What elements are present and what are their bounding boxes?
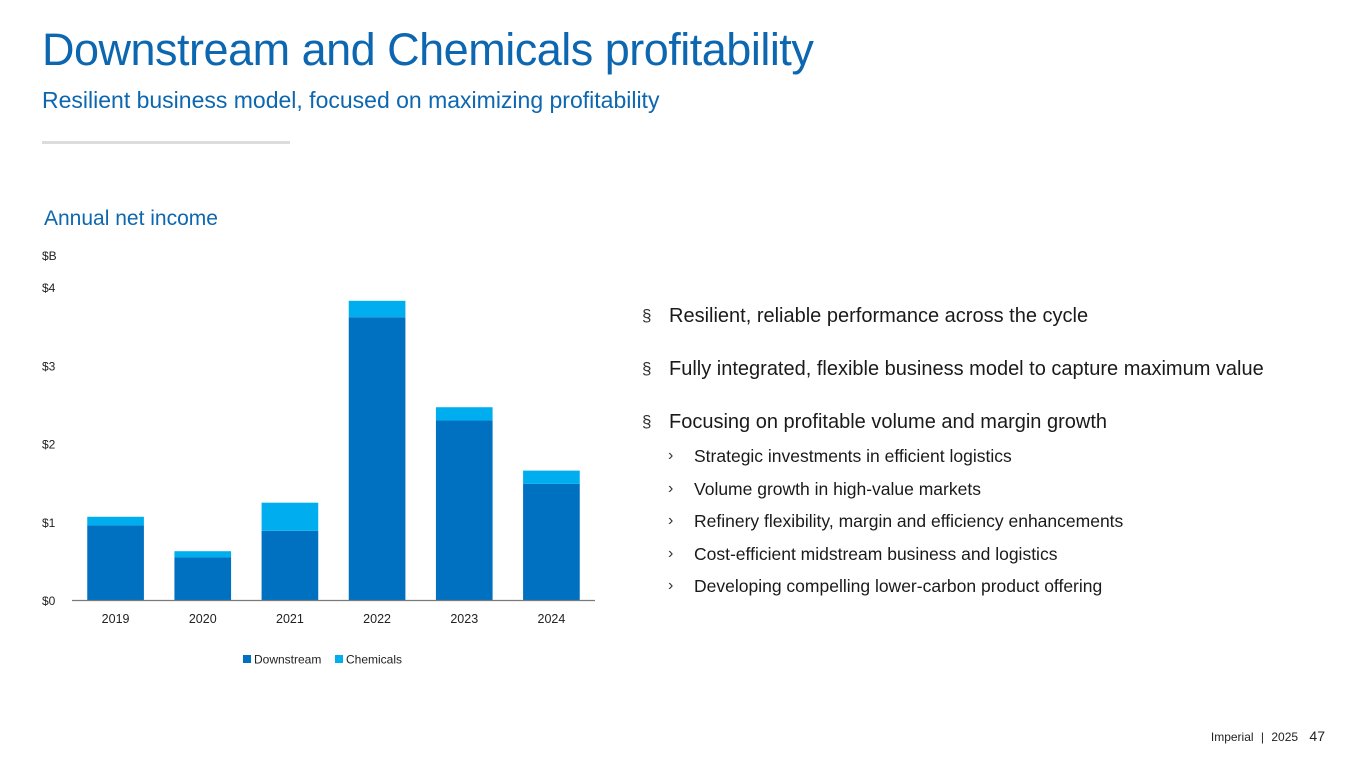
bullet-text: Resilient, reliable performance across t… bbox=[669, 305, 1089, 327]
sub-bullet-text: Strategic investments in efficient logis… bbox=[694, 446, 1012, 466]
x-tick-label: 2024 bbox=[538, 612, 566, 626]
legend-swatch-downstream bbox=[243, 655, 251, 663]
footer-company: Imperial bbox=[1210, 730, 1254, 744]
legend-swatch-chemicals bbox=[335, 655, 343, 663]
bar-chemicals-2022 bbox=[348, 300, 406, 318]
y-tick-label: $0 bbox=[42, 594, 56, 608]
x-tick-label: 2020 bbox=[189, 612, 217, 626]
net-income-chart: $B $0 $1 $2 $3 $4 2019 2020 2021 2022 2023 2024 D… bbox=[42, 249, 595, 667]
legend-label-chemicals: Chemicals bbox=[346, 653, 402, 667]
chevron-right-icon: › bbox=[668, 479, 674, 497]
x-tick-label: 2019 bbox=[102, 612, 130, 626]
y-tick-label: $1 bbox=[42, 516, 56, 530]
y-tick-label: $2 bbox=[42, 438, 56, 452]
chart-title: Annual net income bbox=[44, 207, 218, 230]
bar-chemicals-2019 bbox=[87, 516, 144, 526]
bullet-text: Fully integrated, flexible business mode… bbox=[669, 358, 1264, 380]
footer-separator: | bbox=[1260, 730, 1265, 744]
sub-bullet-item: › Volume growth in high-value markets bbox=[642, 478, 1264, 500]
bar-downstream-2024 bbox=[523, 483, 580, 601]
bar-downstream-2023 bbox=[435, 420, 493, 601]
sub-bullet-text: Cost-efficient midstream business and lo… bbox=[694, 543, 1058, 564]
bar-downstream-2019 bbox=[87, 525, 144, 601]
y-tick-label: $3 bbox=[42, 359, 56, 373]
sub-bullet-list: › Strategic investments in efficient log… bbox=[642, 445, 1264, 597]
bullet-list: § Resilient, reliable performance across… bbox=[642, 303, 1264, 608]
section-bullet-icon: § bbox=[642, 359, 652, 378]
x-tick-label: 2022 bbox=[363, 612, 391, 626]
section-bullet-icon: § bbox=[642, 306, 652, 325]
sub-bullet-item: › Developing compelling lower-carbon pro… bbox=[642, 575, 1264, 597]
y-axis-unit-label: $B bbox=[42, 249, 57, 263]
chevron-right-icon: › bbox=[668, 447, 674, 464]
bar-chemicals-2020 bbox=[174, 551, 232, 558]
legend-label-downstream: Downstream bbox=[254, 653, 321, 667]
bullet-item: § Focusing on profitable volume and marg… bbox=[642, 409, 1264, 435]
bar-chemicals-2021 bbox=[261, 502, 319, 531]
y-tick-label: $4 bbox=[42, 281, 56, 295]
footer-year: 2025 bbox=[1271, 730, 1299, 744]
bars bbox=[87, 300, 580, 601]
bar-chemicals-2023 bbox=[435, 407, 493, 421]
bullet-text: Focusing on profitable volume and margin… bbox=[669, 411, 1108, 433]
bar-downstream-2021 bbox=[261, 530, 319, 601]
sub-bullet-text: Refinery flexibility, margin and efficie… bbox=[694, 511, 1124, 531]
chevron-right-icon: › bbox=[668, 512, 674, 529]
sub-bullet-item: › Refinery flexibility, margin and effic… bbox=[642, 510, 1264, 532]
page-number: 47 bbox=[1309, 728, 1325, 744]
section-bullet-icon: § bbox=[642, 412, 652, 431]
footer: Imperial | 2025 47 bbox=[1211, 728, 1325, 744]
bullet-item: § Resilient, reliable performance across… bbox=[642, 303, 1264, 329]
chart-legend: Downstream Chemicals bbox=[243, 653, 402, 667]
sub-bullet-item: › Strategic investments in efficient log… bbox=[642, 445, 1264, 467]
bar-downstream-2022 bbox=[348, 317, 406, 601]
x-tick-label: 2023 bbox=[450, 612, 478, 626]
bullet-item: § Fully integrated, flexible business mo… bbox=[642, 356, 1264, 382]
bar-downstream-2020 bbox=[174, 557, 232, 601]
page-subtitle: Resilient business model, focused on max… bbox=[42, 87, 660, 113]
title-divider bbox=[42, 141, 290, 144]
sub-bullet-text: Developing compelling lower-carbon produ… bbox=[694, 576, 1103, 596]
y-axis: $B $0 $1 $2 $3 $4 bbox=[42, 249, 57, 608]
x-tick-label: 2021 bbox=[276, 612, 304, 626]
sub-bullet-text: Volume growth in high-value markets bbox=[694, 478, 981, 499]
chevron-right-icon: › bbox=[668, 544, 674, 562]
x-axis: 2019 2020 2021 2022 2023 2024 bbox=[102, 612, 566, 626]
page-title: Downstream and Chemicals profitability bbox=[42, 24, 814, 75]
bar-chemicals-2024 bbox=[523, 470, 580, 484]
sub-bullet-item: › Cost-efficient midstream business and … bbox=[642, 543, 1264, 565]
chevron-right-icon: › bbox=[668, 577, 674, 594]
